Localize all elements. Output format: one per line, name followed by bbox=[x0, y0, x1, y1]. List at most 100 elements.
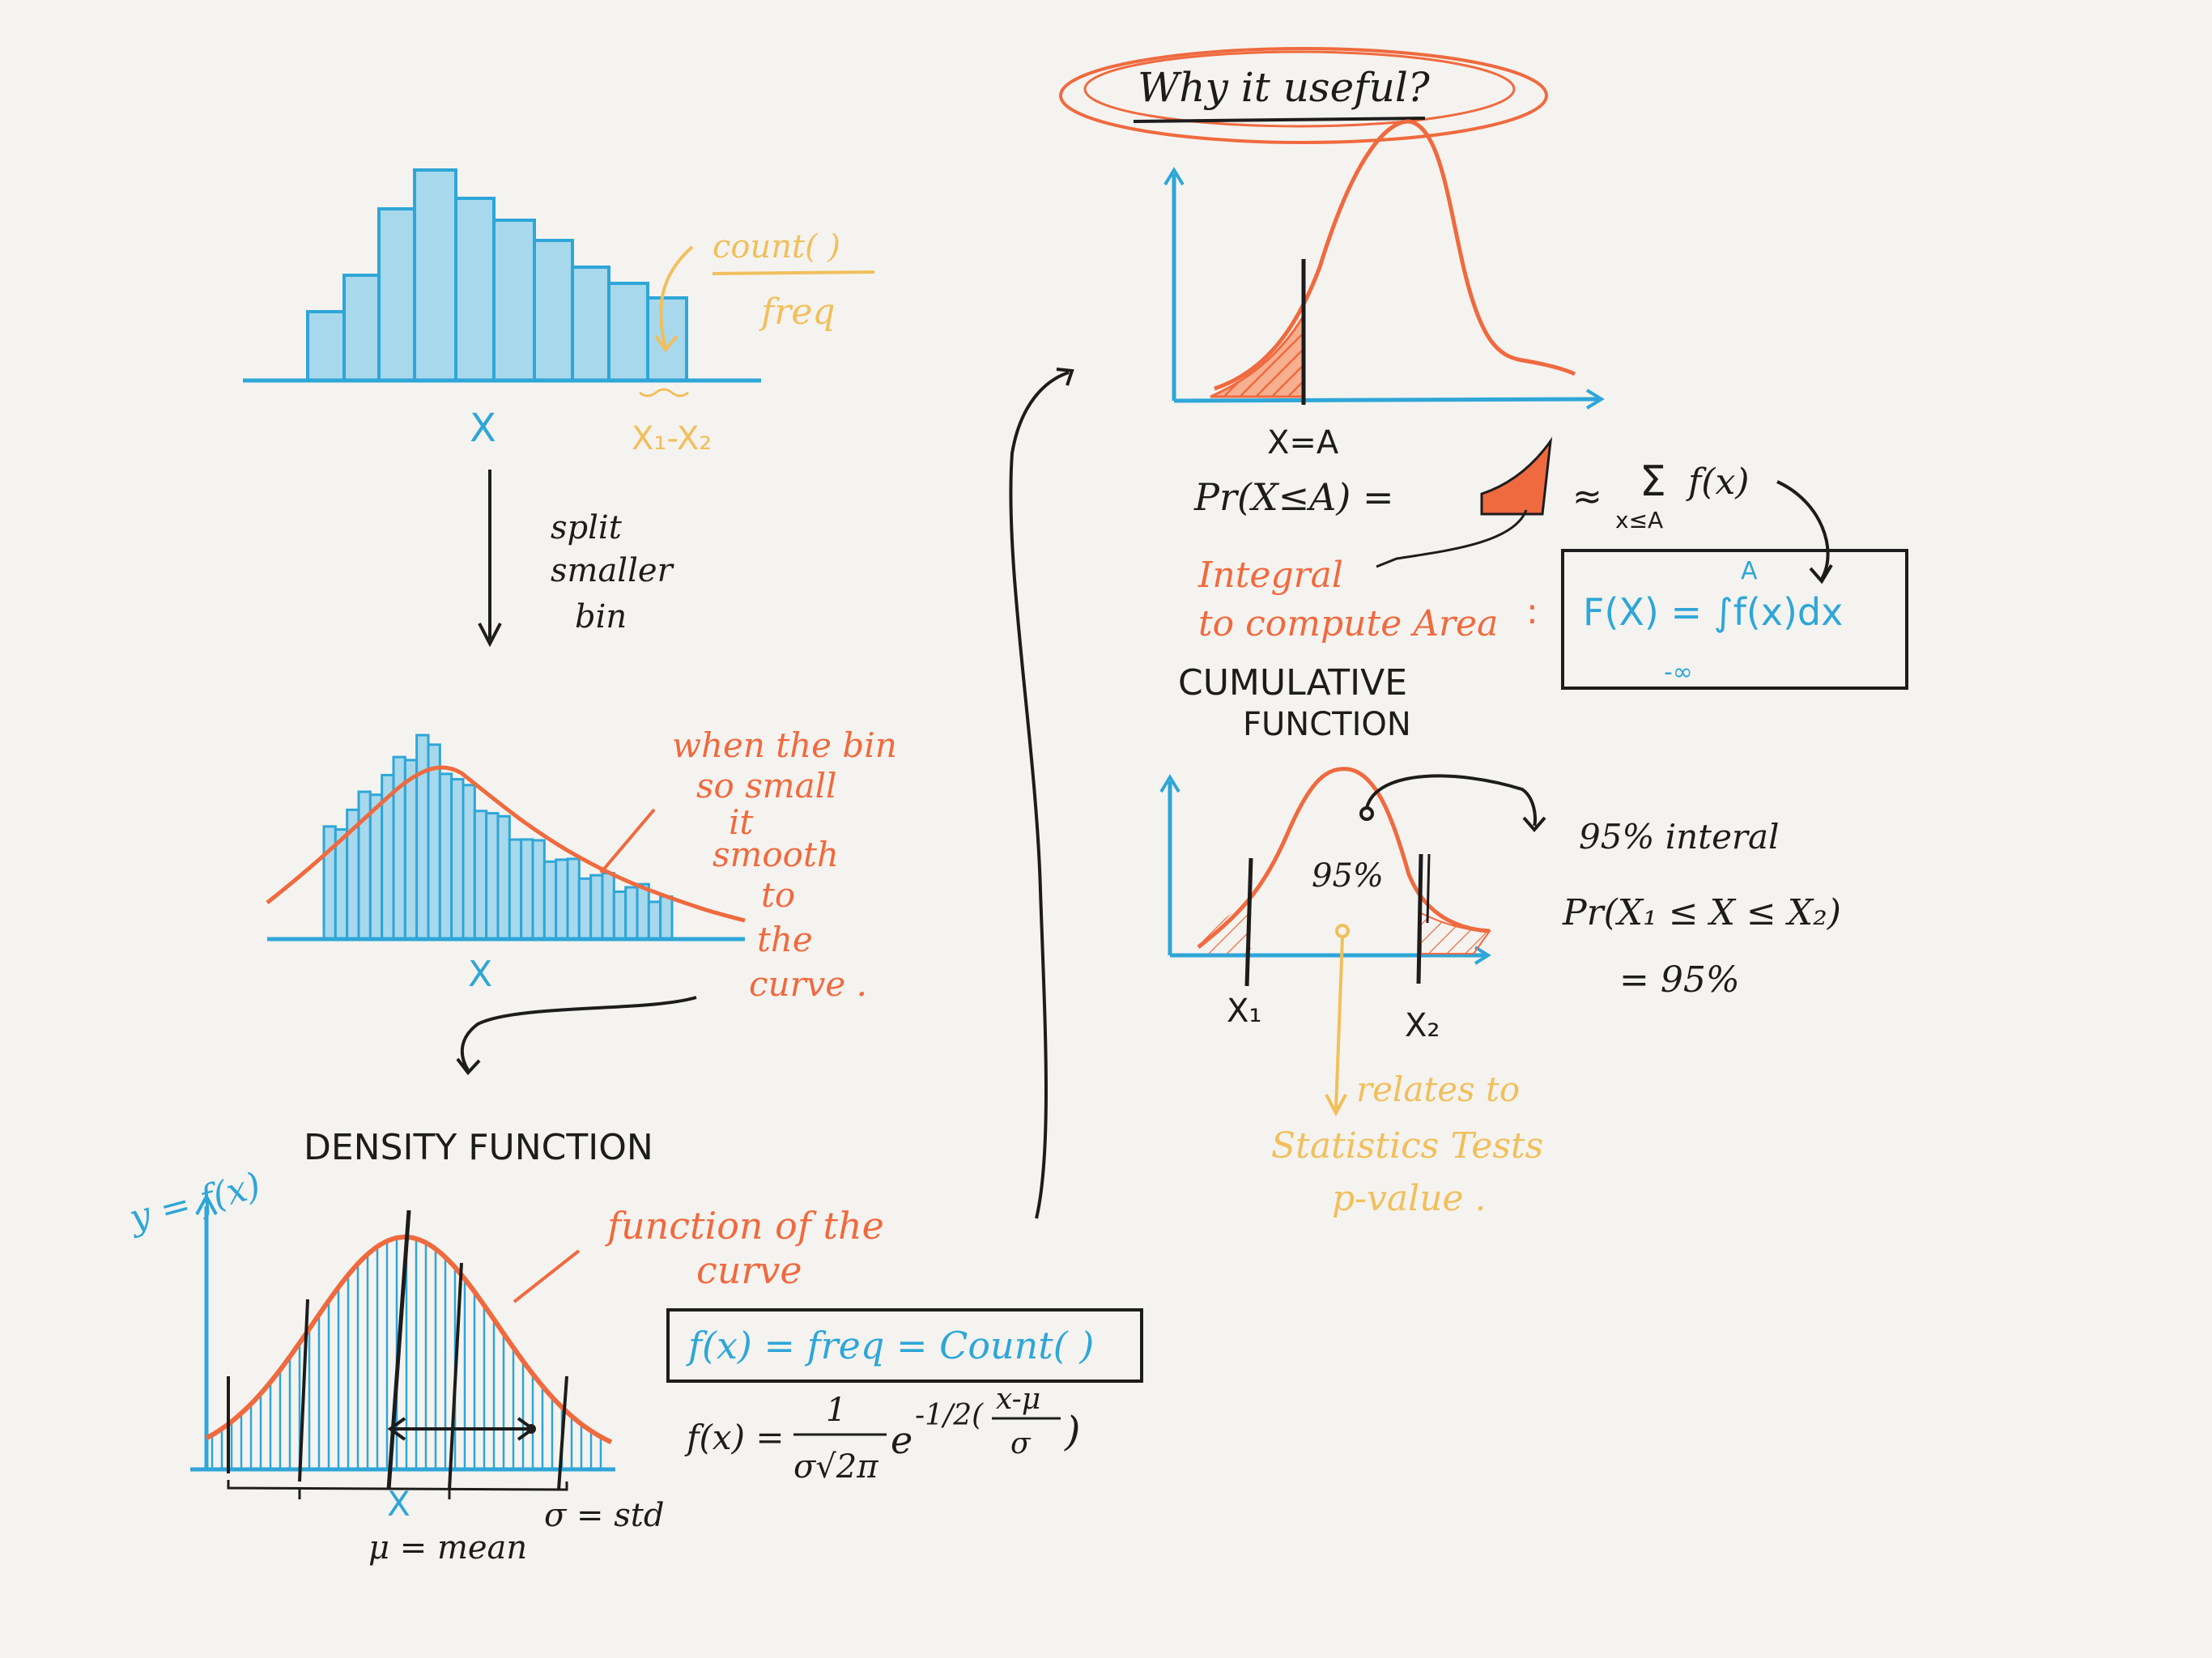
histogram-bar bbox=[607, 282, 649, 382]
cdf-formula-upper: A bbox=[1741, 557, 1758, 585]
interval-peak-point bbox=[1359, 806, 1374, 821]
histogram-bar bbox=[492, 219, 536, 382]
smooth-curve bbox=[266, 765, 746, 923]
pdf-formula-denominator: σ√2π bbox=[793, 1448, 878, 1486]
density-plot: X y = f(x) μ = mean σ = std bbox=[124, 1165, 665, 1567]
fine-histogram-bar bbox=[485, 812, 500, 941]
interval-center-label: 95% bbox=[1312, 857, 1384, 895]
mean-label: μ = mean bbox=[368, 1529, 527, 1567]
curve-point bbox=[526, 1424, 536, 1434]
fine-histogram-bar bbox=[601, 872, 615, 941]
right-tail-area bbox=[1420, 912, 1491, 954]
useful-title-group: Why it useful? bbox=[1059, 47, 1548, 144]
curve-note-pointer bbox=[513, 1249, 581, 1303]
split-note-line2: smaller bbox=[551, 552, 675, 589]
approx-symbol: ≈ bbox=[1572, 476, 1602, 517]
pdf-formula-close: ) bbox=[1064, 1408, 1081, 1455]
density-title: DENSITY FUNCTION bbox=[304, 1127, 653, 1168]
fine-histogram-bar bbox=[450, 778, 465, 941]
smoothing-note-line6: the bbox=[757, 920, 813, 959]
density-y-arrowhead bbox=[195, 1192, 218, 1215]
histogram-bar bbox=[306, 310, 346, 382]
fine-histogram-bar bbox=[520, 838, 534, 941]
integral-note-line1: Integral bbox=[1197, 555, 1343, 596]
histogram-bar bbox=[454, 197, 496, 382]
density-bars bbox=[211, 1237, 602, 1469]
smoothing-note-line1: when the bin bbox=[672, 725, 897, 765]
probability-expression: Pr(X≤A) = ≈ Σ x≤A f(x) bbox=[1193, 436, 1833, 585]
peak-to-note-arrow bbox=[1365, 774, 1546, 833]
cdf-formula-border bbox=[1561, 549, 1908, 690]
fine-histogram-bar bbox=[612, 890, 627, 941]
std-label: σ = std bbox=[544, 1497, 664, 1534]
title-circle-inner bbox=[1083, 50, 1516, 128]
pdf-formula-exponent: -1/2( bbox=[915, 1399, 984, 1432]
histogram-count-annotation: count( ) bbox=[713, 228, 840, 266]
interval-x-arrowhead bbox=[1474, 946, 1491, 965]
test-point-arrow bbox=[1325, 937, 1347, 1117]
sum-to-cdf-arrow bbox=[1776, 480, 1833, 585]
formula-box-text: f(x) = freq = Count( ) bbox=[686, 1324, 1094, 1367]
fine-histogram-bars bbox=[322, 733, 674, 941]
prob-label: Pr(X≤A) = bbox=[1193, 475, 1394, 519]
formula-box: f(x) = freq = Count( ) bbox=[666, 1308, 1143, 1383]
density-curve bbox=[205, 1234, 613, 1445]
smoothing-note-line7: curve . bbox=[749, 964, 867, 1004]
tests-note-line1: relates to bbox=[1356, 1069, 1520, 1109]
integral-colon: : bbox=[1526, 591, 1538, 632]
histogram-bar bbox=[533, 239, 574, 382]
x2-cutoff-line bbox=[1416, 853, 1423, 984]
histogram-axis-x-label: X bbox=[470, 406, 496, 451]
integral-note-line2: to compute Area bbox=[1198, 603, 1498, 644]
cdf-x-arrowhead bbox=[1585, 389, 1605, 410]
fine-histogram-bar bbox=[566, 857, 581, 941]
pdf-formula-prefix: f(x) = bbox=[684, 1418, 785, 1457]
useful-title: Why it useful? bbox=[1138, 64, 1431, 111]
fine-histogram-bar bbox=[438, 772, 453, 941]
density-axis-x-label: X bbox=[387, 1484, 410, 1524]
smoothing-note-line4: smooth bbox=[713, 835, 839, 874]
sigma-line-right bbox=[448, 1262, 463, 1490]
fine-histogram-axis-x-label: X bbox=[468, 954, 492, 995]
pdf-formula-e: e bbox=[891, 1418, 912, 1462]
count-freq-fraction-bar bbox=[712, 270, 875, 275]
fine-histogram-bar bbox=[624, 886, 639, 941]
pdf-formula-numerator: 1 bbox=[826, 1392, 846, 1429]
fine-histogram-bar bbox=[636, 882, 650, 941]
smoothing-note-line3: it bbox=[729, 802, 753, 842]
count-arrow bbox=[654, 245, 694, 353]
interval-note-eq: = 95% bbox=[1619, 959, 1740, 1001]
interval-note-prob: Pr(X₁ ≤ X ≤ X₂) bbox=[1562, 892, 1841, 933]
fine-histogram-bar bbox=[415, 733, 430, 941]
std-arrow bbox=[387, 1417, 536, 1441]
title-circle-outer bbox=[1059, 47, 1548, 144]
fine-histogram-bar bbox=[555, 858, 569, 941]
histogram-bar bbox=[571, 266, 610, 382]
density-y-label: y = f(x) bbox=[124, 1165, 266, 1240]
fine-histogram-bar bbox=[659, 895, 674, 941]
split-arrow bbox=[478, 470, 502, 648]
smoothing-note-line5: to bbox=[761, 875, 795, 915]
x2-label: X₂ bbox=[1405, 1007, 1440, 1044]
normal-pdf-formula: f(x) = 1 σ√2π e -1/2( x-μ σ ) bbox=[684, 1383, 1081, 1486]
sigma-line-left bbox=[298, 1299, 309, 1482]
cdf-formula-box: F(X) = ∫f(x)dx A -∞ bbox=[1561, 549, 1908, 690]
smoothing-note: when the bin so small it smooth to the c… bbox=[672, 725, 897, 1004]
histogram-bar bbox=[413, 168, 457, 382]
interval-note-title: 95% interal bbox=[1579, 817, 1779, 857]
split-note-line1: split bbox=[551, 509, 623, 546]
coarse-histogram: X count( ) freq X₁-X₂ bbox=[243, 168, 875, 457]
histogram-bar bbox=[646, 296, 688, 382]
prob-area-shape bbox=[1480, 436, 1553, 516]
interval-curve bbox=[1197, 767, 1491, 949]
smoothing-note-line2: so small bbox=[696, 766, 836, 806]
to-useful-arrow bbox=[1009, 368, 1074, 1219]
fine-histogram-bar bbox=[462, 784, 476, 941]
fine-histogram-bar bbox=[322, 825, 337, 941]
cdf-plot: X=A bbox=[1163, 119, 1605, 461]
pdf-formula-exp-denominator: σ bbox=[1010, 1427, 1032, 1460]
interval-plot: 95% X₁ X₂ bbox=[1159, 767, 1546, 1117]
curve-note-line1: function of the bbox=[605, 1204, 884, 1248]
fine-histogram: X bbox=[266, 733, 746, 995]
